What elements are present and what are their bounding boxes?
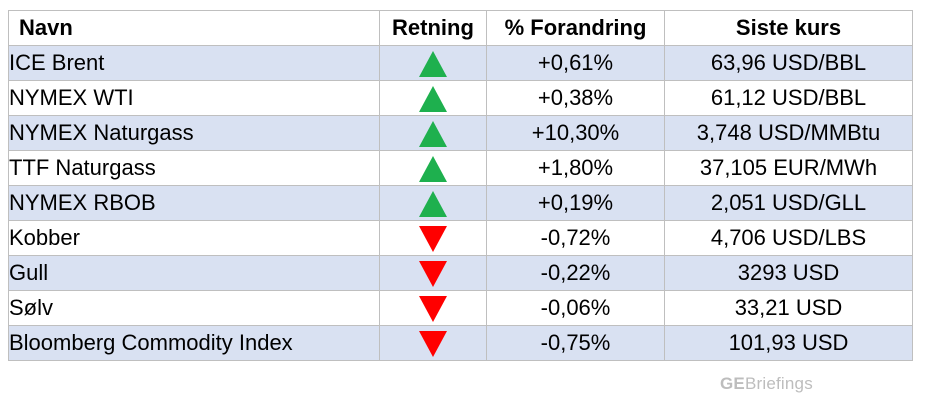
watermark-rest: Briefings — [744, 374, 813, 393]
table-row: NYMEX Naturgass +10,30% 3,748 USD/MMBtu — [8, 115, 913, 151]
header-change: % Forandring — [486, 10, 665, 46]
direction-cell — [379, 325, 487, 361]
watermark-bold: GE — [720, 374, 745, 393]
last-price: 63,96 USD/BBL — [664, 45, 913, 81]
percent-change: -0,72% — [486, 220, 665, 256]
last-price: 3,748 USD/MMBtu — [664, 115, 913, 151]
table-row: TTF Naturgass +1,80% 37,105 EUR/MWh — [8, 150, 913, 186]
commodity-name: TTF Naturgass — [8, 150, 380, 186]
commodity-name: NYMEX RBOB — [8, 185, 380, 221]
direction-cell — [379, 115, 487, 151]
last-price: 33,21 USD — [664, 290, 913, 326]
table-row: Gull -0,22% 3293 USD — [8, 255, 913, 291]
last-price: 3293 USD — [664, 255, 913, 291]
direction-cell — [379, 80, 487, 116]
direction-cell — [379, 255, 487, 291]
arrow-down-icon — [419, 225, 447, 252]
percent-change: +0,19% — [486, 185, 665, 221]
percent-change: -0,06% — [486, 290, 665, 326]
commodity-name: Kobber — [8, 220, 380, 256]
table-row: ICE Brent +0,61% 63,96 USD/BBL — [8, 45, 913, 81]
direction-cell — [379, 290, 487, 326]
table-row: NYMEX RBOB +0,19% 2,051 USD/GLL — [8, 185, 913, 221]
last-price: 101,93 USD — [664, 325, 913, 361]
header-direction: Retning — [379, 10, 487, 46]
direction-cell — [379, 45, 487, 81]
header-last-price: Siste kurs — [664, 10, 913, 46]
last-price: 37,105 EUR/MWh — [664, 150, 913, 186]
table-row: Kobber -0,72% 4,706 USD/LBS — [8, 220, 913, 256]
commodity-name: NYMEX WTI — [8, 80, 380, 116]
percent-change: -0,75% — [486, 325, 665, 361]
table-row: Bloomberg Commodity Index -0,75% 101,93 US… — [8, 325, 913, 361]
percent-change: +0,61% — [486, 45, 665, 81]
gebriefings-watermark: GEBriefings — [720, 374, 813, 394]
arrow-up-icon — [419, 155, 447, 182]
direction-cell — [379, 150, 487, 186]
arrow-up-icon — [419, 50, 447, 77]
percent-change: -0,22% — [486, 255, 665, 291]
arrow-down-icon — [419, 295, 447, 322]
arrow-up-icon — [419, 85, 447, 112]
table-row: Sølv -0,06% 33,21 USD — [8, 290, 913, 326]
last-price: 2,051 USD/GLL — [664, 185, 913, 221]
direction-cell — [379, 220, 487, 256]
commodity-name: NYMEX Naturgass — [8, 115, 380, 151]
header-name: Navn — [8, 10, 380, 46]
percent-change: +0,38% — [486, 80, 665, 116]
arrow-up-icon — [419, 120, 447, 147]
direction-cell — [379, 185, 487, 221]
arrow-up-icon — [419, 190, 447, 217]
commodity-name: Gull — [8, 255, 380, 291]
commodity-table: Navn Retning % Forandring Siste kurs ICE… — [8, 10, 913, 361]
commodity-name: Bloomberg Commodity Index — [8, 325, 380, 361]
percent-change: +1,80% — [486, 150, 665, 186]
arrow-down-icon — [419, 330, 447, 357]
arrow-down-icon — [419, 260, 447, 287]
header-row: Navn Retning % Forandring Siste kurs — [8, 10, 913, 46]
table-row: NYMEX WTI +0,38% 61,12 USD/BBL — [8, 80, 913, 116]
commodity-name: ICE Brent — [8, 45, 380, 81]
commodity-name: Sølv — [8, 290, 380, 326]
percent-change: +10,30% — [486, 115, 665, 151]
last-price: 4,706 USD/LBS — [664, 220, 913, 256]
last-price: 61,12 USD/BBL — [664, 80, 913, 116]
